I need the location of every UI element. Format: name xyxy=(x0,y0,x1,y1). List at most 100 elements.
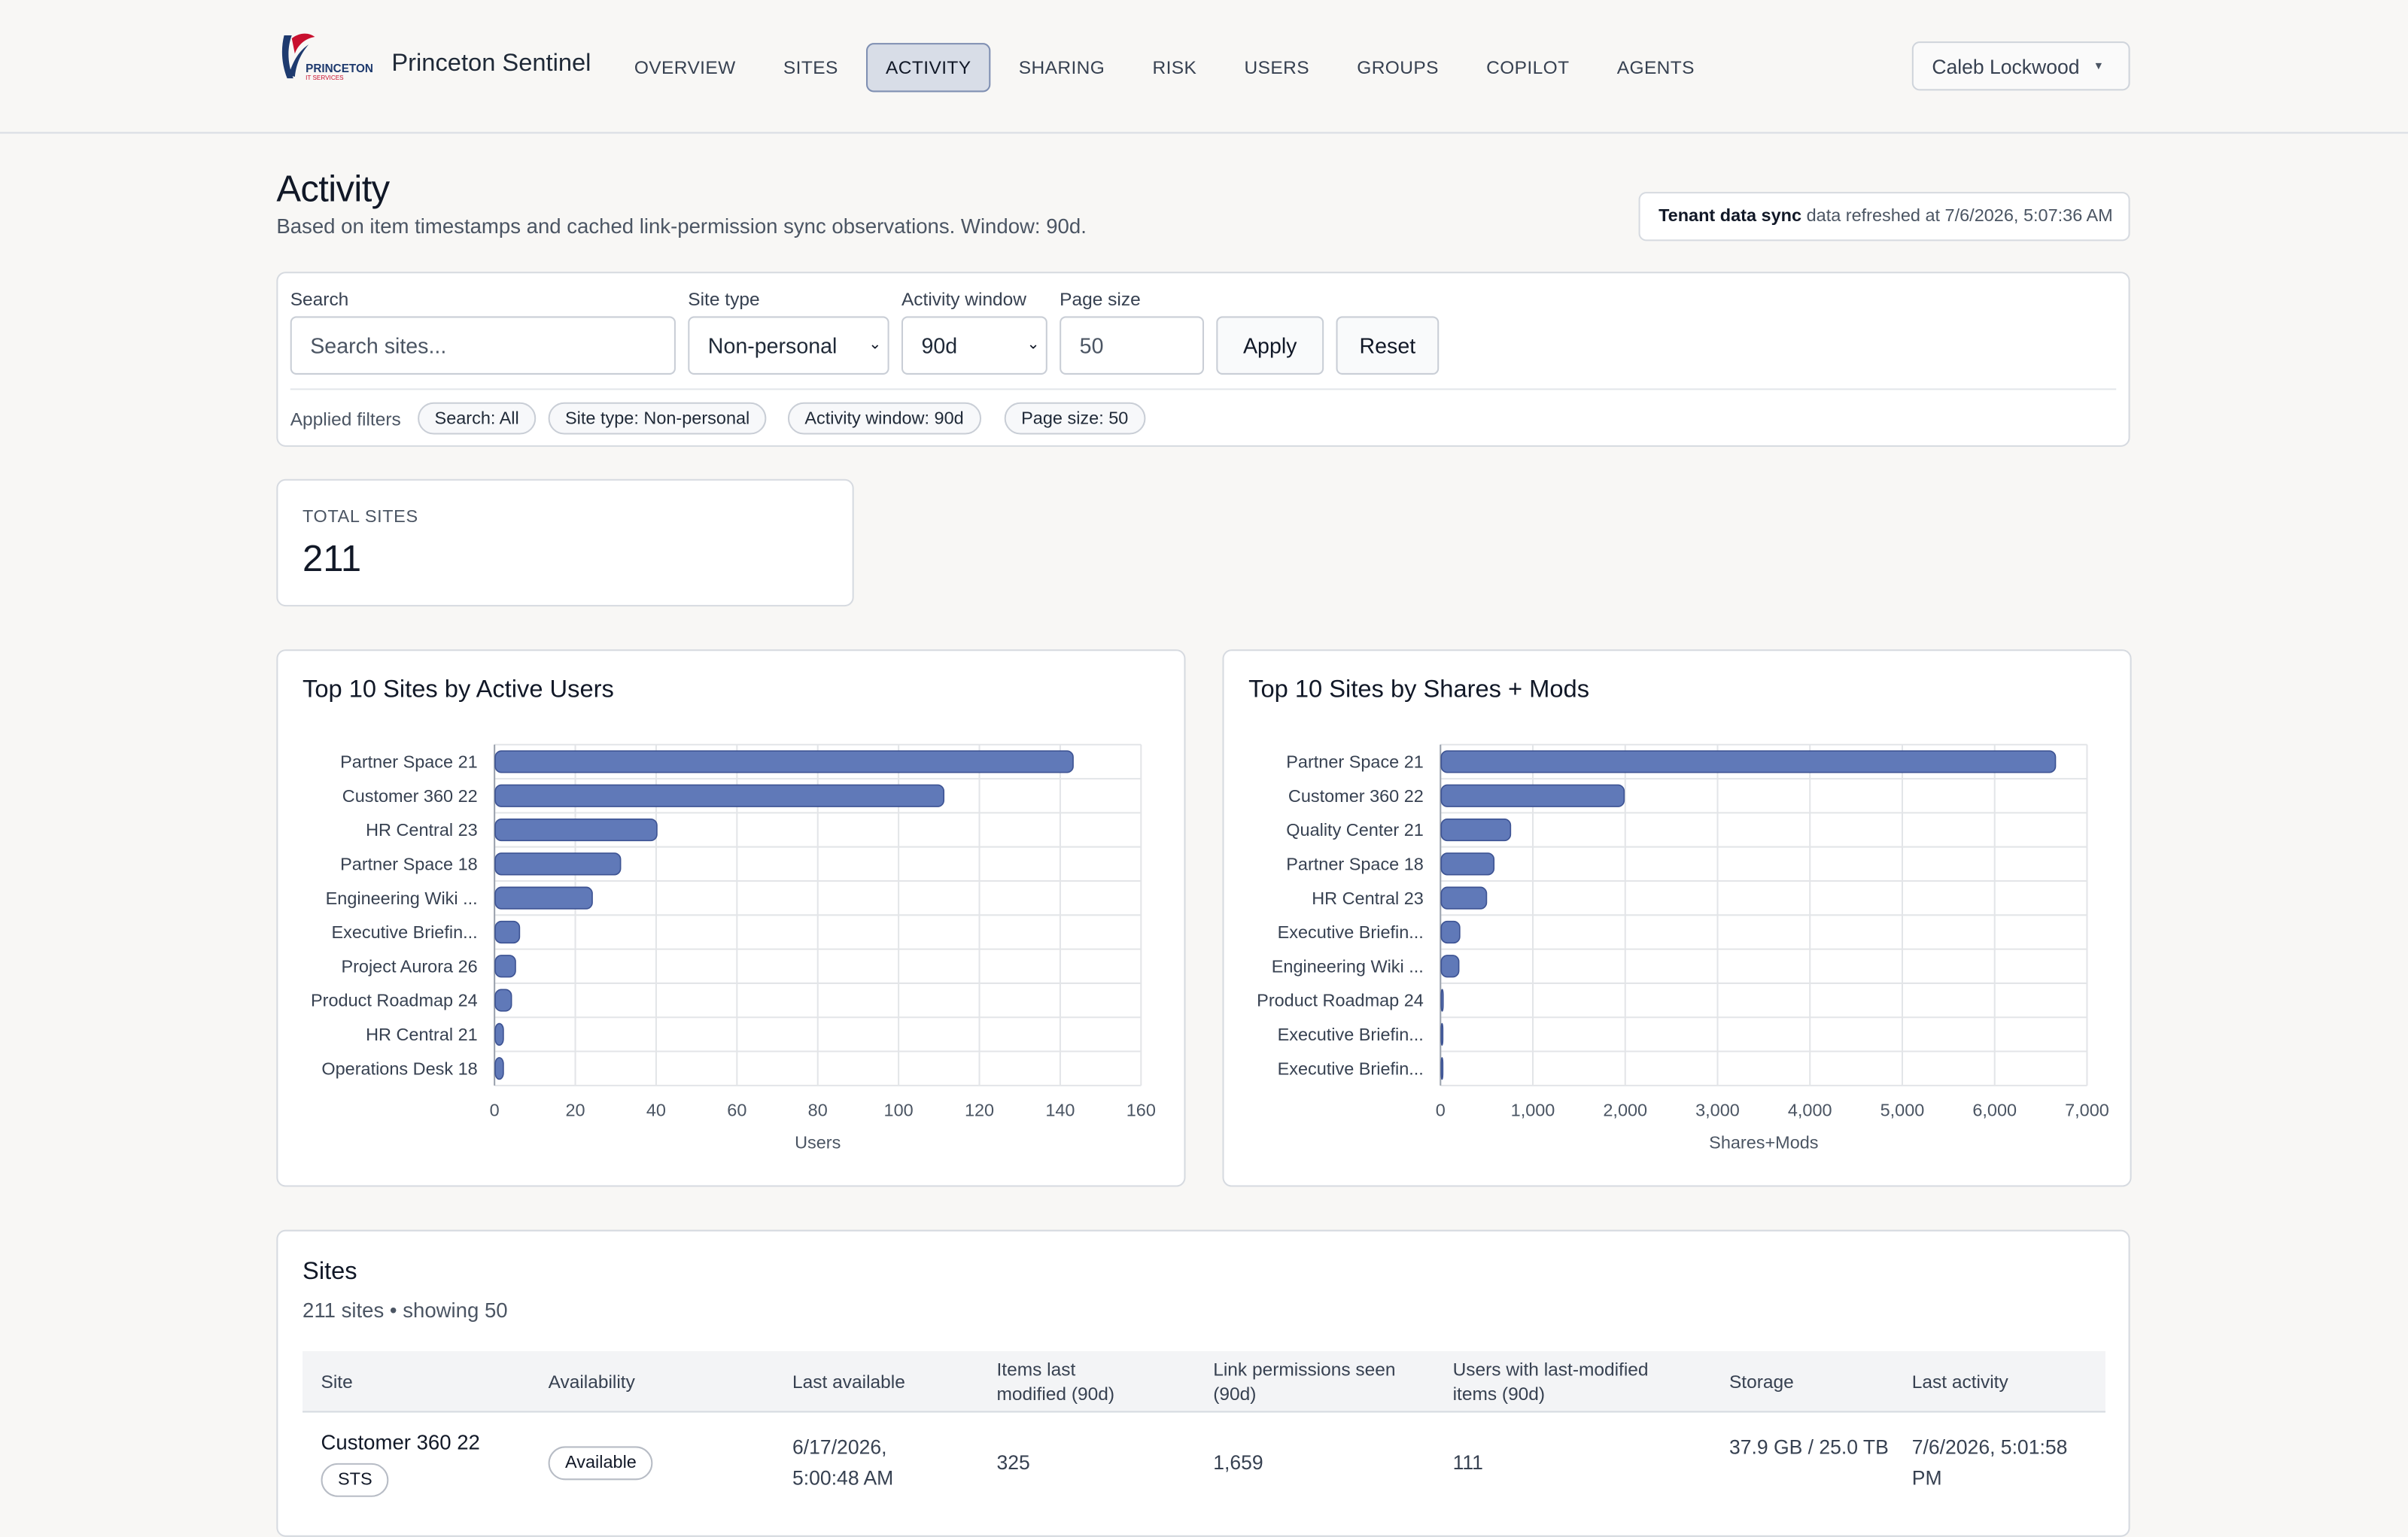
col-storage[interactable]: Storage xyxy=(1728,1371,1794,1393)
nav-users[interactable]: USERS xyxy=(1244,56,1309,79)
shares-mods-chart-card: Top 10 Sites by Shares + Mods 0 1,000 2,00… xyxy=(1222,649,2132,1187)
category-label: Engineering Wiki ... xyxy=(1272,956,1424,976)
activity-window-label: Activity window xyxy=(901,288,1026,311)
nav-overview[interactable]: OVERVIEW xyxy=(634,56,736,79)
x-tick-label: 100 xyxy=(884,1101,914,1120)
bar[interactable] xyxy=(494,750,1074,773)
search-input[interactable]: Search sites... xyxy=(290,316,676,375)
col-items-modified[interactable]: Items last modified (90d) xyxy=(996,1359,1115,1405)
bar[interactable] xyxy=(494,920,521,944)
bar[interactable] xyxy=(1440,1057,1444,1080)
x-tick-label: 80 xyxy=(808,1101,828,1120)
search-placeholder: Search sites... xyxy=(310,333,447,358)
activity-window-value: 90d xyxy=(921,333,958,358)
bar[interactable] xyxy=(494,852,622,876)
col-link-permissions[interactable]: Link permissions seen (90d) xyxy=(1213,1359,1396,1405)
bar[interactable] xyxy=(1440,955,1460,978)
sites-title: Sites xyxy=(303,1259,357,1286)
x-tick-label: 160 xyxy=(1126,1101,1156,1120)
x-tick-label: 5,000 xyxy=(1880,1101,1925,1120)
category-label: Customer 360 22 xyxy=(342,786,478,806)
bar[interactable] xyxy=(494,818,658,842)
bar[interactable] xyxy=(494,1057,504,1080)
site-name[interactable]: Customer 360 22 xyxy=(321,1431,480,1454)
reset-button[interactable]: Reset xyxy=(1336,316,1440,375)
page-size-value: 50 xyxy=(1079,333,1104,358)
bar[interactable] xyxy=(1440,886,1488,910)
sites-count: 211 sites • showing 50 xyxy=(303,1299,508,1323)
x-tick-label: 7,000 xyxy=(2065,1101,2109,1120)
page-subtitle: Based on item timestamps and cached link… xyxy=(276,214,1087,238)
x-tick-label: 0 xyxy=(490,1101,500,1120)
col-last-activity[interactable]: Last activity xyxy=(1911,1371,2008,1393)
col-availability[interactable]: Availability xyxy=(548,1371,635,1393)
sync-text: data refreshed at 7/6/2026, 5:07:36 AM xyxy=(1806,207,2113,226)
user-menu-button[interactable]: Caleb Lockwood ▼ xyxy=(1911,41,2130,91)
filter-panel: Search Search sites... Site type Non-per… xyxy=(276,272,2130,447)
nav-agents[interactable]: AGENTS xyxy=(1616,56,1695,79)
site-type-select[interactable]: Non-personal ⌄ xyxy=(688,316,889,375)
nav-copilot[interactable]: COPILOT xyxy=(1486,56,1570,79)
activity-window-select[interactable]: 90d ⌄ xyxy=(901,316,1047,375)
brand-title[interactable]: Princeton Sentinel xyxy=(391,50,591,77)
table-header: Site Availability Last available Items l… xyxy=(303,1350,2105,1413)
filter-divider xyxy=(290,388,2117,390)
chevron-down-icon: ⌄ xyxy=(1026,336,1040,354)
x-tick-label: 120 xyxy=(965,1101,994,1120)
x-tick-label: 1,000 xyxy=(1511,1101,1555,1120)
logo-text: PRINCETON xyxy=(306,62,373,75)
category-label: Executive Briefin... xyxy=(1278,1025,1424,1044)
bar[interactable] xyxy=(494,1022,504,1046)
col-last-available[interactable]: Last available xyxy=(792,1371,905,1393)
nav-risk[interactable]: RISK xyxy=(1152,56,1197,79)
category-label: Executive Briefin... xyxy=(1278,922,1424,942)
apply-button[interactable]: Apply xyxy=(1216,316,1324,375)
bar[interactable] xyxy=(1440,1022,1444,1046)
category-label: Partner Space 21 xyxy=(340,752,478,772)
active-users-chart: 0 20 40 60 80 100 120 140 160 Partner Space 21 Cus… xyxy=(311,743,1156,1153)
x-tick-label: 4,000 xyxy=(1788,1101,1832,1120)
bar[interactable] xyxy=(494,886,593,910)
users-modified-value: 111 xyxy=(1452,1450,1483,1475)
category-label: Engineering Wiki ... xyxy=(326,888,478,908)
bar[interactable] xyxy=(1440,750,2057,773)
page-size-input[interactable]: 50 xyxy=(1060,316,1204,375)
total-sites-label: TOTAL SITES xyxy=(303,508,418,527)
category-label: HR Central 23 xyxy=(366,820,478,840)
bar[interactable] xyxy=(1440,784,1625,807)
category-label: Executive Briefin... xyxy=(331,922,477,942)
chevron-down-icon: ⌄ xyxy=(868,336,882,354)
col-users-modified[interactable]: Users with last-modified items (90d) xyxy=(1452,1359,1649,1405)
nav-activity[interactable]: ACTIVITY xyxy=(865,43,992,93)
x-axis-label: Users xyxy=(795,1133,841,1153)
nav-groups[interactable]: GROUPS xyxy=(1357,56,1439,79)
bar[interactable] xyxy=(1440,818,1512,842)
bar[interactable] xyxy=(494,989,512,1012)
filter-chip-site-type[interactable]: Site type: Non-personal xyxy=(548,402,767,435)
last-activity-value: 7/6/2026, 5:01:58 PM xyxy=(1911,1435,2068,1490)
bar[interactable] xyxy=(1440,920,1461,944)
nav-sharing[interactable]: SHARING xyxy=(1018,56,1105,79)
category-label: HR Central 23 xyxy=(1312,888,1424,908)
col-site[interactable]: Site xyxy=(321,1371,353,1393)
filter-chip-activity-window[interactable]: Activity window: 90d xyxy=(787,402,981,435)
bar[interactable] xyxy=(494,784,945,807)
filter-chip-search[interactable]: Search: All xyxy=(418,402,537,435)
site-type-badge: STS xyxy=(321,1463,390,1497)
bar[interactable] xyxy=(1440,989,1444,1012)
princeton-logo-icon[interactable]: PRINCETON IT SERVICES xyxy=(278,29,373,84)
sync-status: Tenant data sync data refreshed at 7/6/2… xyxy=(1638,192,2130,241)
applied-filters-label: Applied filters xyxy=(290,408,401,430)
filter-chip-page-size[interactable]: Page size: 50 xyxy=(1004,402,1145,435)
top-header: PRINCETON IT SERVICES Princeton Sentinel… xyxy=(0,0,2408,134)
main-nav: OVERVIEW SITES ACTIVITY SHARING RISK USERS GRO… xyxy=(614,43,1722,93)
bar[interactable] xyxy=(1440,852,1495,876)
page-title: Activity xyxy=(276,169,390,211)
nav-sites[interactable]: SITES xyxy=(783,56,838,79)
storage-value: 37.9 GB / 25.0 TB xyxy=(1728,1435,1889,1459)
shares-mods-chart: 0 1,000 2,000 3,000 4,000 5,000 6,000 7,000 Part… xyxy=(1257,743,2109,1153)
bar[interactable] xyxy=(494,955,516,978)
x-tick-label: 60 xyxy=(727,1101,746,1120)
category-label: Operations Desk 18 xyxy=(321,1059,477,1078)
category-label: Customer 360 22 xyxy=(1288,786,1424,806)
